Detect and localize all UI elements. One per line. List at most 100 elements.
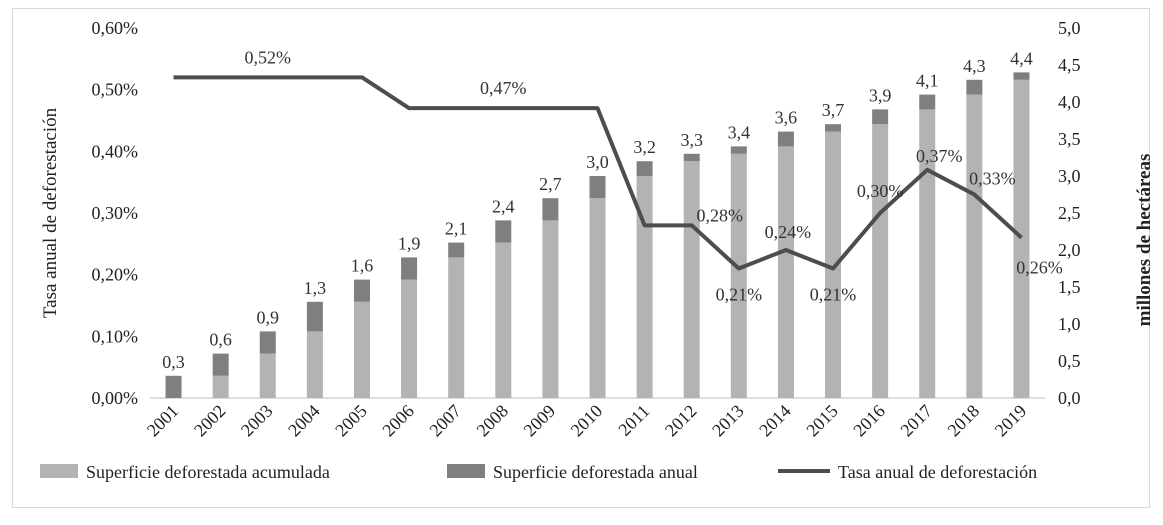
bar-total-label: 2,4 [492, 196, 515, 216]
left-axis-title: Tasa anual de deforestación [40, 107, 61, 318]
bar-total-label: 1,6 [351, 256, 374, 276]
bar-total-label: 2,7 [539, 174, 562, 194]
right-y-tick-label: 0,5 [1058, 351, 1081, 371]
bar-total-label: 4,4 [1010, 48, 1033, 68]
bar-accumulated [966, 94, 983, 398]
rate-data-label: 0,30% [857, 181, 904, 201]
right-y-tick-label: 0,0 [1058, 388, 1081, 408]
x-tick-label: 2013 [708, 401, 748, 441]
right-y-tick-label: 2,5 [1058, 203, 1081, 223]
legend-label-accumulated: Superficie deforestada acumulada [86, 462, 330, 482]
bar-total-label: 3,9 [869, 85, 892, 105]
rate-data-label: 0,21% [810, 285, 857, 305]
bar-accumulated [401, 279, 418, 398]
right-axis-title: millones de hectáreas [1134, 154, 1155, 327]
bar-annual [589, 176, 606, 199]
bar-annual [636, 161, 653, 176]
right-y-tick-label: 3,0 [1058, 166, 1081, 186]
bar-total-label: 4,1 [916, 71, 939, 91]
right-y-tick-label: 3,5 [1058, 129, 1081, 149]
bar-accumulated [730, 153, 747, 398]
bar-annual [966, 79, 983, 95]
x-tick-label: 2008 [473, 401, 513, 441]
bar-total-label: 0,9 [257, 307, 280, 327]
bar-accumulated [777, 146, 794, 398]
x-tick-label: 2014 [755, 401, 795, 441]
x-tick-label: 2010 [567, 401, 607, 441]
bar-accumulated [353, 301, 370, 398]
bar-accumulated [306, 331, 323, 398]
rate-data-label: 0,33% [969, 169, 1016, 189]
bar-annual [1013, 72, 1030, 80]
x-tick-label: 2016 [849, 401, 889, 441]
left-y-tick-label: 0,00% [92, 388, 139, 408]
x-tick-label: 2011 [614, 401, 653, 440]
bar-total-label: 4,3 [963, 56, 986, 76]
bar-annual [353, 279, 370, 302]
bar-annual [259, 331, 276, 354]
bar-accumulated [825, 131, 842, 398]
bar-annual [919, 94, 936, 110]
bar-total-label: 3,0 [586, 152, 609, 172]
right-y-tick-label: 4,0 [1058, 92, 1081, 112]
bar-annual [777, 131, 794, 147]
x-tick-label: 2012 [661, 401, 701, 441]
rate-data-label: 0,52% [245, 47, 292, 67]
x-tick-label: 2009 [520, 401, 560, 441]
rate-line [173, 75, 1023, 271]
bar-annual [495, 220, 512, 243]
x-tick-label: 2005 [331, 401, 371, 441]
left-y-tick-label: 0,20% [92, 265, 139, 285]
legend-label-annual: Superficie deforestada anual [493, 462, 698, 482]
bar-total-label: 0,6 [209, 330, 232, 350]
rate-data-label: 0,37% [916, 146, 963, 166]
right-y-tick-label: 2,0 [1058, 240, 1081, 260]
bar-annual [730, 146, 747, 154]
rate-data-label: 0,24% [765, 222, 812, 242]
bar-annual [165, 375, 182, 398]
bar-annual [401, 257, 418, 280]
bar-accumulated [495, 242, 512, 398]
bar-total-label: 2,1 [445, 219, 468, 239]
bar-accumulated [212, 375, 229, 398]
rate-data-label: 0,47% [480, 78, 527, 98]
rate-data-label: 0,21% [716, 285, 763, 305]
bar-total-label: 1,3 [304, 278, 327, 298]
left-y-tick-label: 0,50% [92, 80, 139, 100]
bar-accumulated [919, 109, 936, 399]
bar-total-label: 0,3 [162, 352, 185, 372]
bar-annual [683, 153, 700, 162]
bar-accumulated [636, 176, 653, 398]
legend-label-rate: Tasa anual de deforestación [838, 462, 1037, 482]
bar-total-label: 3,4 [728, 122, 751, 142]
x-tick-label: 2003 [237, 401, 277, 441]
bar-accumulated [448, 257, 465, 398]
x-tick-label: 2006 [378, 401, 418, 441]
bar-accumulated [1013, 79, 1030, 399]
bar-annual [212, 353, 229, 376]
rate-data-label: 0,26% [1016, 258, 1063, 278]
right-y-tick-label: 5,0 [1058, 18, 1081, 38]
bar-total-label: 3,2 [633, 137, 656, 157]
bar-accumulated [589, 198, 606, 398]
bar-annual [825, 124, 842, 132]
right-y-tick-label: 1,5 [1058, 277, 1081, 297]
x-tick-label: 2019 [991, 401, 1031, 441]
bar-annual [542, 198, 559, 221]
bar-total-label: 3,7 [822, 100, 845, 120]
chart-frame [12, 8, 1150, 508]
x-tick-label: 2007 [425, 401, 465, 441]
bar-total-label: 3,6 [775, 108, 798, 128]
right-y-tick-label: 1,0 [1058, 314, 1081, 334]
bar-accumulated [542, 220, 559, 398]
left-y-tick-label: 0,60% [92, 18, 139, 38]
legend-swatch-accumulated [40, 464, 78, 478]
right-y-tick-label: 4,5 [1058, 55, 1081, 75]
left-y-tick-label: 0,30% [92, 203, 139, 223]
x-tick-label: 2001 [143, 401, 183, 441]
bar-accumulated [872, 124, 889, 398]
rate-data-label: 0,28% [696, 205, 743, 225]
x-tick-label: 2017 [896, 401, 936, 441]
x-tick-label: 2015 [802, 401, 842, 441]
